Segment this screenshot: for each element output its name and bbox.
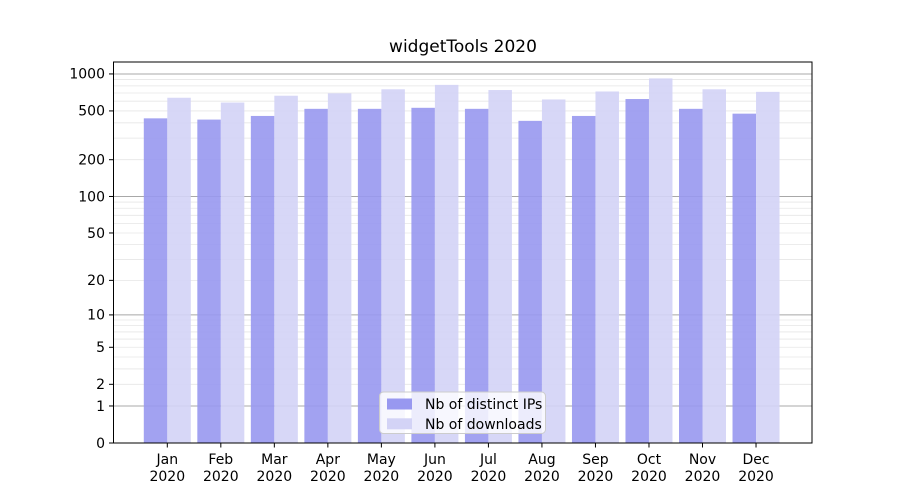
y-tick-label: 2 [96,377,105,393]
bar-jun-s0 [411,107,435,443]
x-tick-label-year: 2020 [310,469,346,485]
x-tick-label-year: 2020 [471,469,507,485]
x-tick-label-month: Jul [479,452,497,468]
legend-swatch-downloads [387,418,412,430]
x-tick-label-month: Dec [742,452,769,468]
x-tick-label-year: 2020 [524,469,560,485]
bar-jan-s0 [143,118,168,443]
legend: Nb of distinct IPs Nb of downloads [379,391,546,434]
y-tick-label: 5 [96,340,105,356]
legend-label-distinct-ips: Nb of distinct IPs [425,397,542,413]
bar-apr-s1 [327,93,352,443]
plot-border [113,61,813,444]
bar-may-s0 [357,108,382,444]
x-tick-label-month: Nov [689,452,716,468]
bar-nov-s1 [702,89,726,443]
bar-nov-s0 [679,108,703,444]
bar-jul-s1 [488,90,512,443]
x-tick-label-month: Mar [261,452,288,468]
x-axis-ticks: Jan2020Feb2020Mar2020Apr2020May2020Jun20… [149,443,774,485]
x-tick-label-year: 2020 [738,469,774,485]
y-tick-label: 50 [87,226,105,242]
x-tick-label-year: 2020 [203,469,239,485]
y-tick-label: 20 [87,273,105,289]
y-tick-label: 1000 [69,67,105,83]
bar-dec-s1 [756,91,780,443]
y-tick-label: 200 [78,153,105,169]
bar-jul-s0 [464,108,489,444]
bar-sep-s0 [571,115,596,443]
bar-oct-s0 [625,99,649,443]
bar-sep-s1 [595,91,619,443]
bar-mar-s0 [250,115,275,443]
x-tick-label-month: Aug [528,452,555,468]
bar-mar-s1 [274,95,298,443]
legend-label-downloads: Nb of downloads [425,417,542,433]
legend-box [379,391,546,434]
x-tick-label-year: 2020 [364,469,400,485]
x-tick-label-year: 2020 [578,469,614,485]
x-tick-label-month: Sep [582,452,609,468]
y-tick-label: 500 [78,104,105,120]
x-tick-label-month: Jan [156,452,179,468]
x-tick-label-year: 2020 [685,469,721,485]
bar-dec-s0 [732,113,757,443]
bar-feb-s1 [220,102,245,444]
x-tick-label-month: Oct [637,452,662,468]
chart-title: widgetTools 2020 [389,37,537,57]
y-axis-ticks: 0 1 2 5 10 20 50 100 200 500 1000 [69,67,114,452]
x-tick-label-month: Apr [316,452,340,468]
y-tick-label: 10 [87,308,105,324]
x-tick-label-year: 2020 [631,469,667,485]
bar-jun-s1 [434,84,459,443]
y-tick-label: 100 [78,189,105,205]
x-tick-label-year: 2020 [257,469,293,485]
bar-aug-s1 [541,99,566,443]
x-tick-label-month: May [367,452,396,468]
bar-feb-s0 [197,119,221,444]
x-tick-label-year: 2020 [417,469,453,485]
y-tick-label: 1 [96,399,105,415]
x-tick-label-month: Jun [423,452,446,468]
bar-oct-s1 [648,78,673,444]
bar-aug-s0 [518,120,542,444]
bar-series [143,78,780,444]
bar-may-s1 [381,89,405,443]
y-tick-label: 0 [96,436,105,452]
bar-jan-s1 [167,97,191,443]
x-tick-label-month: Feb [208,452,233,468]
x-tick-label-year: 2020 [149,469,185,485]
bar-apr-s0 [304,108,328,444]
legend-swatch-distinct-ips [387,398,412,410]
